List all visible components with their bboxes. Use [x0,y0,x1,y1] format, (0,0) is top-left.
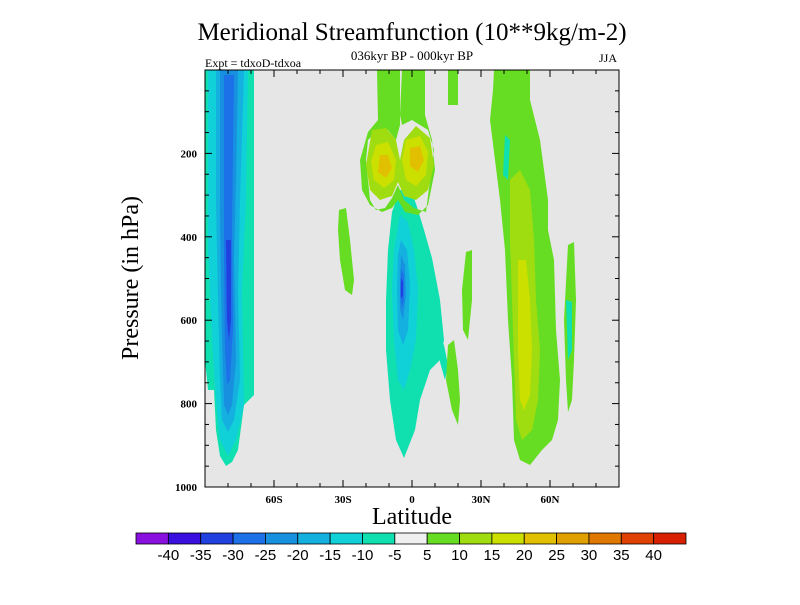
colorbar-label: -40 [158,547,180,564]
x-tick-label: 30S [334,494,351,506]
colorbar-label: -15 [319,547,341,564]
colorbar-label: 40 [645,547,662,564]
colorbar-label: -10 [352,547,374,564]
colorbar-swatch [426,532,460,545]
season-label: JJA [599,51,617,65]
colorbar-swatch [620,532,655,545]
colorbar-label: 30 [581,547,598,564]
x-tick-label: 0 [409,494,415,506]
colorbar-label: -25 [255,547,277,564]
contour-nh-outer-5 [566,300,572,360]
contour-low-positive-mid [446,340,460,425]
colorbar-swatch [232,532,266,545]
contour-nh-positive-15 [518,260,532,410]
x-axis-title: Latitude [372,504,452,530]
contour-upper-positive-20 [378,155,392,178]
x-axis: 60S 30S 0 30N 60N [204,70,620,506]
colorbar-swatch [297,532,331,545]
contour-ne-negative-5 [436,332,448,380]
colorbar: -40 -35 -30 -25 -20 -15 -10 -5 5 10 15 20 25 30 35 40 [135,532,687,564]
contour-mid-positive-left [338,208,354,295]
contour-mid-positive-right [462,250,472,340]
colorbar-label: 20 [516,547,533,564]
chart-subtitle: 036kyr BP - 000kyr BP [351,48,473,63]
y-tick-label: 600 [181,315,198,327]
y-tick-label: 200 [181,148,198,160]
colorbar-swatch [394,532,428,545]
x-tick-label: 60S [265,494,282,506]
colorbar-swatch [491,532,525,545]
colorbar-label: 35 [613,547,630,564]
colorbar-swatch [167,532,202,545]
contour-nh-top-positive-5 [448,70,458,105]
colorbar-swatch [265,532,299,545]
contour-upper-positive-20b [410,146,424,172]
y-axis-title: Pressure (in hPa) [118,196,144,360]
colorbar-label: -35 [190,547,212,564]
contour-eq-negative-30 [401,278,403,298]
colorbar-swatch [556,532,590,545]
colorbar-label: -5 [388,547,401,564]
colorbar-swatch [362,532,396,545]
y-axis: 200 400 600 800 1000 [175,90,619,494]
colorbar-label: 10 [451,547,468,564]
chart-title: Meridional Streamfunction (10**9kg/m-2) [197,19,626,46]
x-tick-label: 30N [472,494,491,506]
contour-fields [205,70,576,466]
y-tick-label: 400 [181,232,198,244]
colorbar-label: -30 [222,547,244,564]
colorbar-swatch [588,532,622,545]
colorbar-swatch [459,532,493,545]
contour-top-positive-5 [360,70,435,215]
colorbar-label: 25 [548,547,565,564]
colorbar-label: 5 [423,547,431,564]
contour-sh-negative-25 [224,75,234,385]
colorbar-swatch [523,532,557,545]
y-tick-label: 800 [181,399,198,411]
colorbar-swatch [135,532,169,545]
colorbar-swatch [653,532,687,545]
colorbar-swatch [329,532,363,545]
contour-nh-negative-5 [503,135,510,180]
colorbar-swatch [200,532,234,545]
y-tick-label: 1000 [175,482,198,494]
x-tick-label: 60N [541,494,560,506]
colorbar-label: 15 [484,547,501,564]
experiment-label: Expt = tdxoD-tdxoa [205,56,302,70]
colorbar-label: -20 [287,547,309,564]
contour-sh-negative-30 [226,240,231,340]
